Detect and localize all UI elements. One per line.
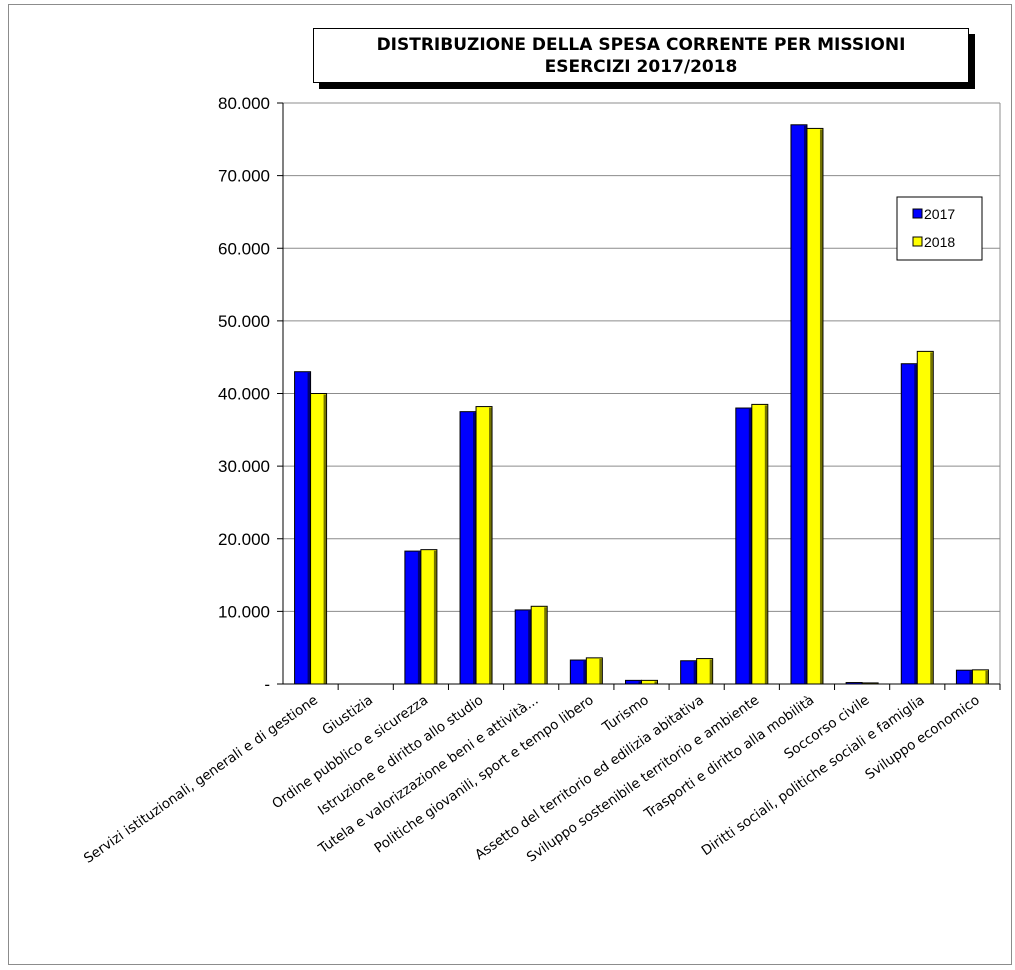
bar-shade bbox=[654, 681, 657, 684]
bar-2017 bbox=[735, 407, 753, 685]
legend-swatch-2018 bbox=[912, 236, 923, 247]
bar-shade bbox=[433, 550, 437, 684]
bar-fill bbox=[861, 682, 879, 685]
chart-title: DISTRIBUZIONE DELLA SPESA CORRENTE PER M… bbox=[376, 35, 906, 55]
bar-fill bbox=[475, 406, 493, 685]
bar-shade bbox=[693, 661, 697, 684]
y-tick-label: 50.000 bbox=[218, 312, 270, 331]
bar-shade bbox=[638, 681, 641, 684]
bar-2017 bbox=[955, 669, 973, 685]
bar-2017 bbox=[900, 363, 918, 685]
bar-2017 bbox=[459, 411, 477, 685]
bar-shade bbox=[803, 125, 807, 685]
bar-shade bbox=[417, 552, 421, 684]
bar-2017 bbox=[514, 609, 532, 685]
legend-swatch-2017 bbox=[912, 208, 923, 219]
bar-shade bbox=[323, 394, 327, 684]
bar-2017 bbox=[790, 124, 808, 685]
bar-2017 bbox=[294, 371, 312, 685]
legend-label-2018: 2018 bbox=[924, 234, 955, 250]
bar-2018 bbox=[585, 657, 603, 685]
bar-fill bbox=[916, 350, 934, 685]
bar-fill bbox=[585, 657, 603, 685]
y-tick-label: 10.000 bbox=[218, 602, 270, 621]
bar-shade bbox=[599, 658, 602, 684]
bar-fill bbox=[696, 658, 714, 685]
bar-fill bbox=[751, 403, 769, 685]
bar-fill bbox=[806, 127, 824, 685]
bar-2018 bbox=[861, 682, 879, 685]
y-axis-tick-labels: - 10.000 20.000 30.000 40.000 50.000 60.000 70.… bbox=[218, 94, 270, 694]
bar-shade bbox=[473, 412, 476, 684]
bar-fill bbox=[310, 393, 328, 685]
bar-shade bbox=[748, 409, 752, 684]
bar-shade bbox=[930, 352, 933, 684]
bar-shade bbox=[819, 129, 823, 684]
bar-2017 bbox=[845, 682, 863, 685]
bar-2018 bbox=[641, 679, 658, 685]
legend-box bbox=[896, 196, 983, 261]
y-tick-label: 20.000 bbox=[218, 530, 270, 549]
bar-shade bbox=[544, 607, 547, 684]
bar-shade bbox=[985, 670, 988, 684]
bar-2018 bbox=[696, 658, 714, 685]
bar-shade bbox=[764, 405, 768, 684]
bar-2017 bbox=[625, 679, 642, 685]
bars bbox=[294, 124, 989, 685]
bar-shade bbox=[914, 364, 917, 684]
y-tick-label: 60.000 bbox=[218, 239, 270, 258]
bar-2018 bbox=[916, 350, 934, 685]
legend: 2017 2018 bbox=[896, 196, 983, 261]
gridlines bbox=[283, 102, 1000, 612]
bar-shade bbox=[583, 661, 586, 684]
bar-fill bbox=[420, 549, 438, 685]
bar-shade bbox=[307, 372, 311, 684]
bar-shade bbox=[489, 407, 492, 684]
bar-2017 bbox=[569, 659, 587, 685]
chart-frame bbox=[8, 4, 1012, 965]
y-tick-label: 80.000 bbox=[218, 94, 270, 113]
legend-label-2017: 2017 bbox=[924, 206, 955, 222]
bar-fill bbox=[971, 669, 989, 685]
bar-2018 bbox=[751, 403, 769, 685]
bar-shade bbox=[709, 659, 713, 684]
bar-2018 bbox=[420, 549, 438, 685]
bar-2018 bbox=[310, 393, 328, 685]
x-category-label: Servizi istituzionali, generali e di ges… bbox=[81, 692, 321, 867]
bar-fill bbox=[845, 682, 863, 685]
y-tick-label: 70.000 bbox=[218, 167, 270, 186]
chart-subtitle: ESERCIZI 2017/2018 bbox=[544, 57, 738, 77]
bar-2018 bbox=[475, 406, 493, 685]
bar-fill bbox=[641, 679, 658, 685]
bar-fill bbox=[530, 605, 548, 685]
bar-2017 bbox=[680, 660, 698, 685]
y-tick-label: 30.000 bbox=[218, 457, 270, 476]
y-tick-label: 40.000 bbox=[218, 385, 270, 404]
y-tick-label: - bbox=[264, 675, 270, 694]
chart-title-box: DISTRIBUZIONE DELLA SPESA CORRENTE PER M… bbox=[313, 28, 969, 83]
bar-2018 bbox=[530, 605, 548, 685]
bar-2018 bbox=[806, 127, 824, 685]
bar-shade bbox=[528, 610, 531, 684]
bar-2017 bbox=[404, 550, 422, 685]
bar-2018 bbox=[971, 669, 989, 685]
x-axis-category-labels: Servizi istituzionali, generali e di ges… bbox=[81, 692, 983, 867]
bar-shade bbox=[969, 671, 972, 684]
axes bbox=[277, 102, 1001, 690]
